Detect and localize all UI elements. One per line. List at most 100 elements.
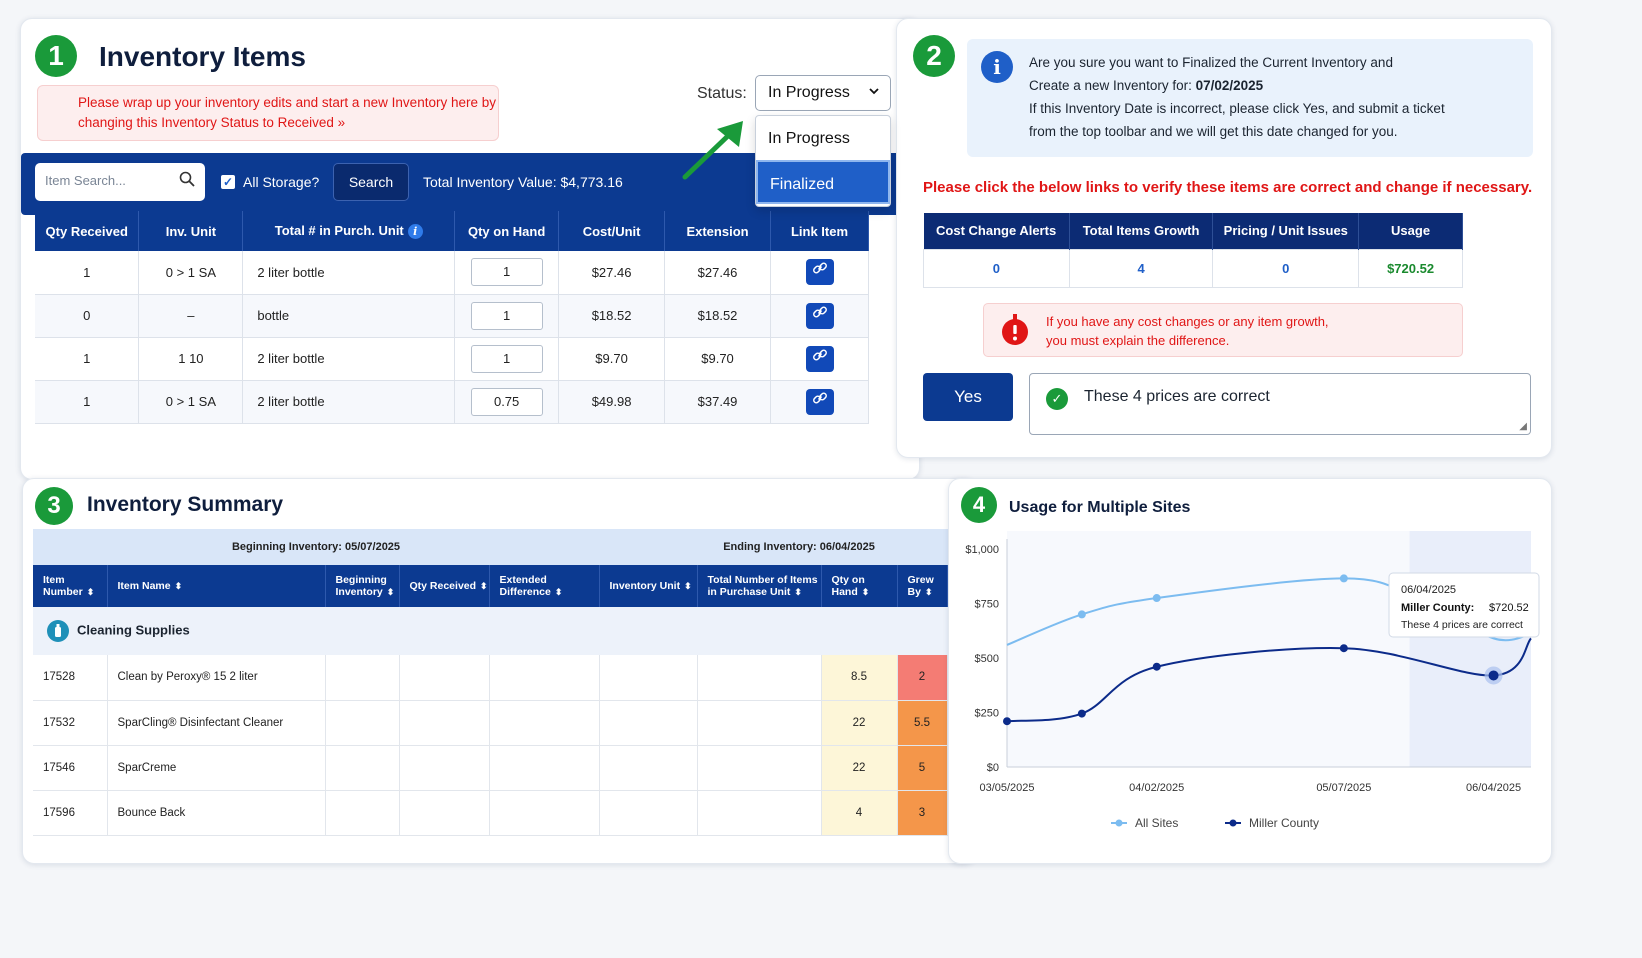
total-items-purchase-unit (697, 700, 822, 746)
qty-on-hand: 8.5 (821, 655, 898, 701)
inv-unit: – (138, 294, 244, 338)
search-button[interactable]: Search (333, 163, 409, 201)
sort-icon[interactable]: ⬍ (684, 581, 692, 591)
col-header-label: Item Name (117, 580, 171, 592)
col-header[interactable]: Beginning Inventory ⬍ (325, 565, 400, 607)
sort-icon[interactable]: ⬍ (86, 587, 95, 597)
alert-header: Total Items Growth (1069, 213, 1214, 249)
inventory-unit (599, 745, 698, 791)
info-icon[interactable]: i (407, 224, 423, 239)
status-option-in-progress[interactable]: In Progress (768, 130, 850, 147)
item-name[interactable]: Bounce Back (107, 790, 326, 836)
beginning-inventory-label: Beginning Inventory: 05/07/2025 (33, 529, 599, 565)
col-header[interactable]: Qty Received ⬍ (399, 565, 490, 607)
col-header-label: Qty Received (409, 580, 477, 592)
qty-on-hand-input[interactable]: 1 (470, 258, 543, 287)
qty-on-hand-input[interactable]: 1 (470, 301, 543, 330)
col-header[interactable]: Total Number of Items in Purchase Unit ⬍ (697, 565, 822, 607)
col-header[interactable]: Link Item (770, 211, 869, 251)
status-select[interactable]: In Progress (755, 75, 891, 111)
link-icon[interactable] (805, 345, 834, 372)
link-icon[interactable] (805, 388, 834, 415)
col-header[interactable]: Grew By ⬍ (897, 565, 948, 607)
col-header[interactable]: Inventory Unit ⬍ (599, 565, 698, 607)
sort-icon[interactable]: ⬍ (386, 587, 395, 597)
col-header[interactable]: Qty Received (35, 211, 140, 251)
inv-unit: 0 > 1 SA (138, 380, 244, 424)
explain-warning: If you have any cost changes or any item… (983, 303, 1463, 357)
step-badge: 4 (961, 487, 997, 523)
status-warning[interactable]: Please wrap up your inventory edits and … (37, 85, 499, 141)
qty-on-hand: 22 (821, 700, 898, 746)
col-header-label: Inventory Unit (609, 580, 681, 592)
sort-icon[interactable]: ⬍ (924, 587, 933, 597)
col-header[interactable]: Cost/Unit (558, 211, 666, 251)
col-header[interactable]: Extension (664, 211, 771, 251)
finalize-panel: 2 i Are you sure you want to Finalized t… (896, 18, 1552, 458)
data-point (1339, 644, 1348, 653)
link-icon[interactable] (805, 302, 834, 329)
legend-label: Miller County (1249, 816, 1319, 830)
link-cell (770, 337, 869, 381)
inventory-unit (599, 700, 698, 746)
sort-icon[interactable]: ⬍ (174, 581, 183, 591)
col-header[interactable]: Extended Difference ⬍ (489, 565, 600, 607)
beginning-inventory (325, 700, 400, 746)
grew-by: 3 (897, 790, 948, 836)
highlight-band (1409, 531, 1531, 767)
step-badge: 1 (35, 35, 77, 77)
cost-change-alerts-link[interactable]: 0 (923, 248, 1070, 288)
col-header[interactable]: Item Number ⬍ (33, 565, 108, 607)
col-header-label: Qty on Hand (831, 574, 865, 598)
col-header[interactable]: Qty on Hand (454, 211, 560, 251)
x-tick-label: 03/05/2025 (979, 782, 1034, 794)
pricing-unit-issues-link[interactable]: 0 (1212, 248, 1360, 288)
comment-textarea[interactable]: ✓ These 4 prices are correct ◢ (1029, 373, 1531, 435)
col-header-label: Total # in Purch. Unit (274, 223, 404, 238)
status-option-finalized[interactable]: Finalized (756, 160, 890, 204)
sort-icon[interactable]: ⬍ (554, 587, 563, 597)
alert-header: Pricing / Unit Issues (1212, 213, 1360, 249)
usage-line-chart: $0 $250 $500 $750 $1,000 03/05/2025 04/02/2025… (965, 531, 1540, 830)
qty-on-hand-input[interactable]: 0.75 (470, 387, 543, 416)
item-name[interactable]: SparCreme (107, 745, 326, 791)
qty-on-hand-input[interactable]: 1 (470, 344, 543, 373)
sort-icon[interactable]: ⬍ (794, 587, 802, 597)
category-row[interactable]: Cleaning Supplies (33, 607, 1000, 655)
explain-line: you must explain the difference. (1046, 333, 1230, 348)
y-tick-label: $1,000 (965, 544, 999, 556)
legend-marker (1115, 819, 1123, 827)
grew-by: 2 (897, 655, 948, 701)
alert-header: Cost Change Alerts (923, 213, 1070, 249)
item-name[interactable]: SparCling® Disinfectant Cleaner (107, 700, 326, 746)
verify-message: Please click the below links to verify t… (923, 179, 1533, 196)
qty-received: 1 (35, 251, 140, 295)
col-header[interactable]: Item Name ⬍ (107, 565, 326, 607)
item-name[interactable]: Clean by Peroxy® 15 2 liter (107, 655, 326, 701)
qty-received (399, 745, 490, 791)
yes-button[interactable]: Yes (923, 373, 1013, 421)
step-badge: 2 (913, 35, 955, 77)
usage-chart-panel: 4 Usage for Multiple Sites $0 $250 $500 $75… (948, 478, 1552, 864)
search-input[interactable]: Item Search... (35, 163, 205, 201)
link-icon[interactable] (805, 259, 834, 286)
sort-icon[interactable]: ⬍ (861, 587, 870, 597)
total-items-growth-link[interactable]: 4 (1068, 248, 1214, 288)
total-items-purchase-unit (697, 655, 822, 701)
legend-marker (1229, 819, 1237, 827)
inventory-table: Qty Received Inv. Unit Total # in Purch.… (35, 211, 869, 424)
resize-handle-icon[interactable]: ◢ (1519, 421, 1527, 432)
all-storage-checkbox[interactable]: ✓ (221, 175, 235, 189)
data-point (1152, 594, 1161, 603)
table-row: 17532 SparCling® Disinfectant Cleaner 22 5.… (33, 700, 1000, 746)
col-header[interactable]: Inv. Unit (138, 211, 244, 251)
usage-link[interactable]: $720.52 (1358, 248, 1463, 288)
col-header[interactable]: Total # in Purch. Unit i (242, 211, 456, 251)
qty-received: 1 (35, 337, 140, 381)
sort-icon[interactable]: ⬍ (480, 581, 488, 591)
col-header[interactable]: Qty on Hand ⬍ (821, 565, 898, 607)
data-point (1488, 670, 1499, 681)
item-number: 17528 (33, 655, 108, 701)
confirm-line: from the top toolbar and we will get thi… (1029, 124, 1398, 139)
